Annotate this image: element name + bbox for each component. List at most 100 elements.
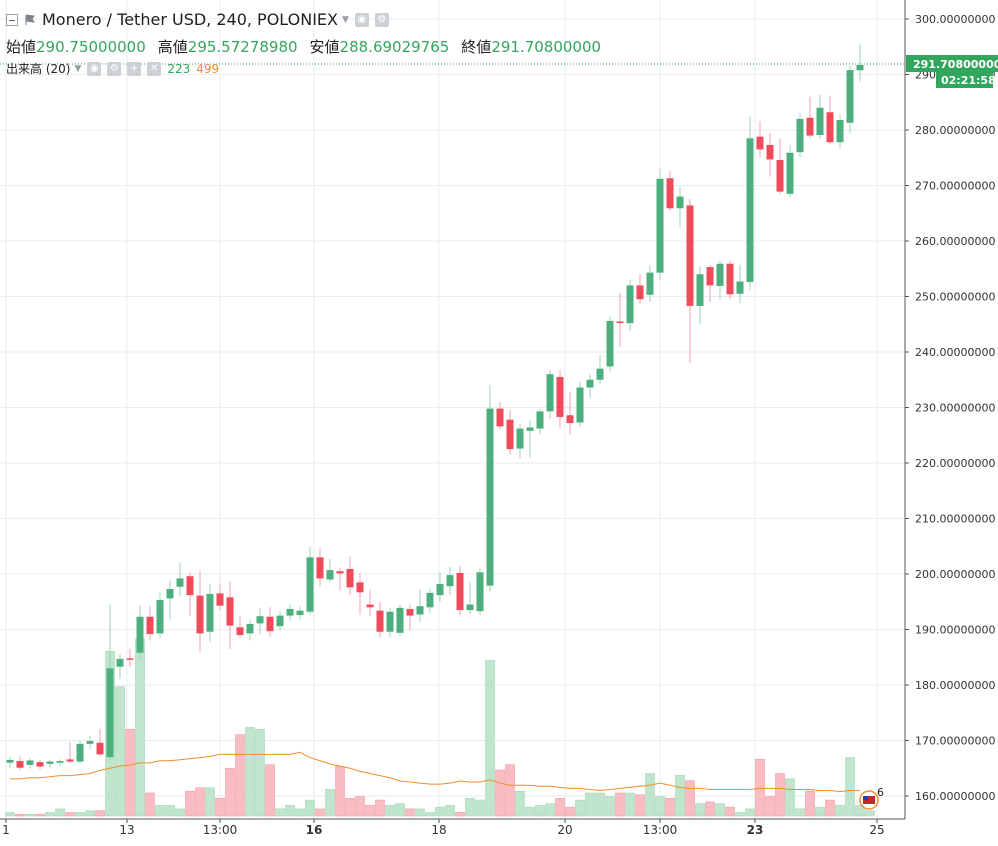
candle[interactable]	[246, 619, 254, 641]
candle[interactable]	[36, 759, 44, 770]
candle[interactable]	[306, 546, 314, 615]
candle[interactable]	[556, 370, 564, 429]
candle[interactable]	[786, 144, 794, 197]
candle[interactable]	[736, 264, 744, 304]
candle[interactable]	[146, 606, 154, 641]
candle[interactable]	[626, 279, 634, 331]
candle[interactable]	[26, 758, 34, 769]
gear-icon[interactable]: ⚙	[107, 61, 122, 76]
candle[interactable]	[276, 611, 284, 631]
candle[interactable]	[506, 409, 514, 455]
candle[interactable]	[576, 381, 584, 427]
close-icon[interactable]: ✕	[147, 61, 162, 76]
candle[interactable]	[356, 572, 364, 615]
candle[interactable]	[806, 96, 814, 138]
candle[interactable]	[186, 572, 194, 616]
candle[interactable]	[316, 548, 324, 587]
candle[interactable]	[776, 138, 784, 194]
candle[interactable]	[226, 581, 234, 649]
candle[interactable]	[436, 572, 444, 602]
candle[interactable]	[196, 570, 204, 652]
candle[interactable]	[696, 265, 704, 325]
candle[interactable]	[426, 588, 434, 613]
candle[interactable]	[376, 601, 384, 638]
candle[interactable]	[416, 589, 424, 623]
candle[interactable]	[826, 95, 834, 144]
candle[interactable]	[236, 615, 244, 638]
candle[interactable]	[486, 385, 494, 592]
candle[interactable]	[616, 293, 624, 347]
candle[interactable]	[176, 562, 184, 597]
candle[interactable]	[256, 608, 264, 634]
chevron-down-icon[interactable]: ▼	[74, 63, 82, 74]
candle[interactable]	[466, 582, 474, 614]
candle[interactable]	[656, 168, 664, 280]
candle[interactable]	[726, 259, 734, 299]
candle[interactable]	[96, 728, 104, 757]
gear-icon[interactable]: ⚙	[374, 12, 389, 27]
candle[interactable]	[516, 424, 524, 459]
candle[interactable]	[746, 116, 754, 290]
candle[interactable]	[666, 171, 674, 211]
candle[interactable]	[526, 419, 534, 458]
candle[interactable]	[706, 264, 714, 303]
candle[interactable]	[366, 590, 374, 616]
candle[interactable]	[16, 755, 24, 770]
candle[interactable]	[816, 95, 824, 139]
symbol-title[interactable]: Monero / Tether USD, 240, POLONIEX	[42, 10, 338, 29]
candle[interactable]	[326, 559, 334, 583]
candle[interactable]	[546, 370, 554, 420]
candle[interactable]	[6, 757, 14, 769]
collapse-button[interactable]	[6, 13, 18, 26]
chevron-down-icon[interactable]: ▼	[341, 14, 349, 25]
candle[interactable]	[46, 759, 54, 769]
candle[interactable]	[716, 260, 724, 300]
candle[interactable]	[386, 608, 394, 638]
candle[interactable]	[126, 648, 134, 667]
candle[interactable]	[396, 604, 404, 637]
candle[interactable]	[336, 567, 344, 591]
candle[interactable]	[76, 740, 84, 764]
candle[interactable]	[596, 355, 604, 385]
candle[interactable]	[566, 391, 574, 435]
candle[interactable]	[476, 568, 484, 616]
candle[interactable]	[586, 374, 594, 399]
candle[interactable]	[446, 566, 454, 596]
eye-icon[interactable]: ◉	[87, 61, 102, 76]
candle[interactable]	[136, 605, 144, 661]
candle[interactable]	[836, 114, 844, 149]
candle[interactable]	[56, 759, 64, 767]
candle[interactable]	[856, 43, 864, 82]
candle[interactable]	[636, 274, 644, 304]
candle[interactable]	[646, 265, 654, 303]
candle[interactable]	[286, 603, 294, 621]
plus-icon[interactable]: +	[127, 61, 142, 76]
candle[interactable]	[756, 121, 764, 157]
candle[interactable]	[686, 198, 694, 364]
candle[interactable]	[156, 592, 164, 638]
candle[interactable]	[676, 186, 684, 228]
eye-icon[interactable]: ◉	[354, 12, 369, 27]
candle[interactable]	[606, 315, 614, 372]
volume-label[interactable]: 出来高 (20)	[6, 62, 71, 76]
candle[interactable]	[766, 132, 774, 177]
candle[interactable]	[106, 603, 114, 760]
candle[interactable]	[406, 604, 414, 631]
events-badge[interactable]: 6	[859, 786, 884, 810]
candle[interactable]	[846, 65, 854, 134]
candle[interactable]	[796, 113, 804, 158]
candle[interactable]	[166, 580, 174, 620]
candle[interactable]	[496, 401, 504, 430]
candle[interactable]	[66, 742, 74, 763]
candle[interactable]	[536, 409, 544, 435]
candle[interactable]	[346, 556, 354, 595]
candle[interactable]	[266, 607, 274, 637]
candle[interactable]	[296, 606, 304, 621]
candle[interactable]	[456, 566, 464, 616]
candle[interactable]	[206, 583, 214, 642]
candle[interactable]	[116, 653, 124, 679]
candle[interactable]	[86, 736, 94, 749]
candle[interactable]	[216, 583, 224, 611]
